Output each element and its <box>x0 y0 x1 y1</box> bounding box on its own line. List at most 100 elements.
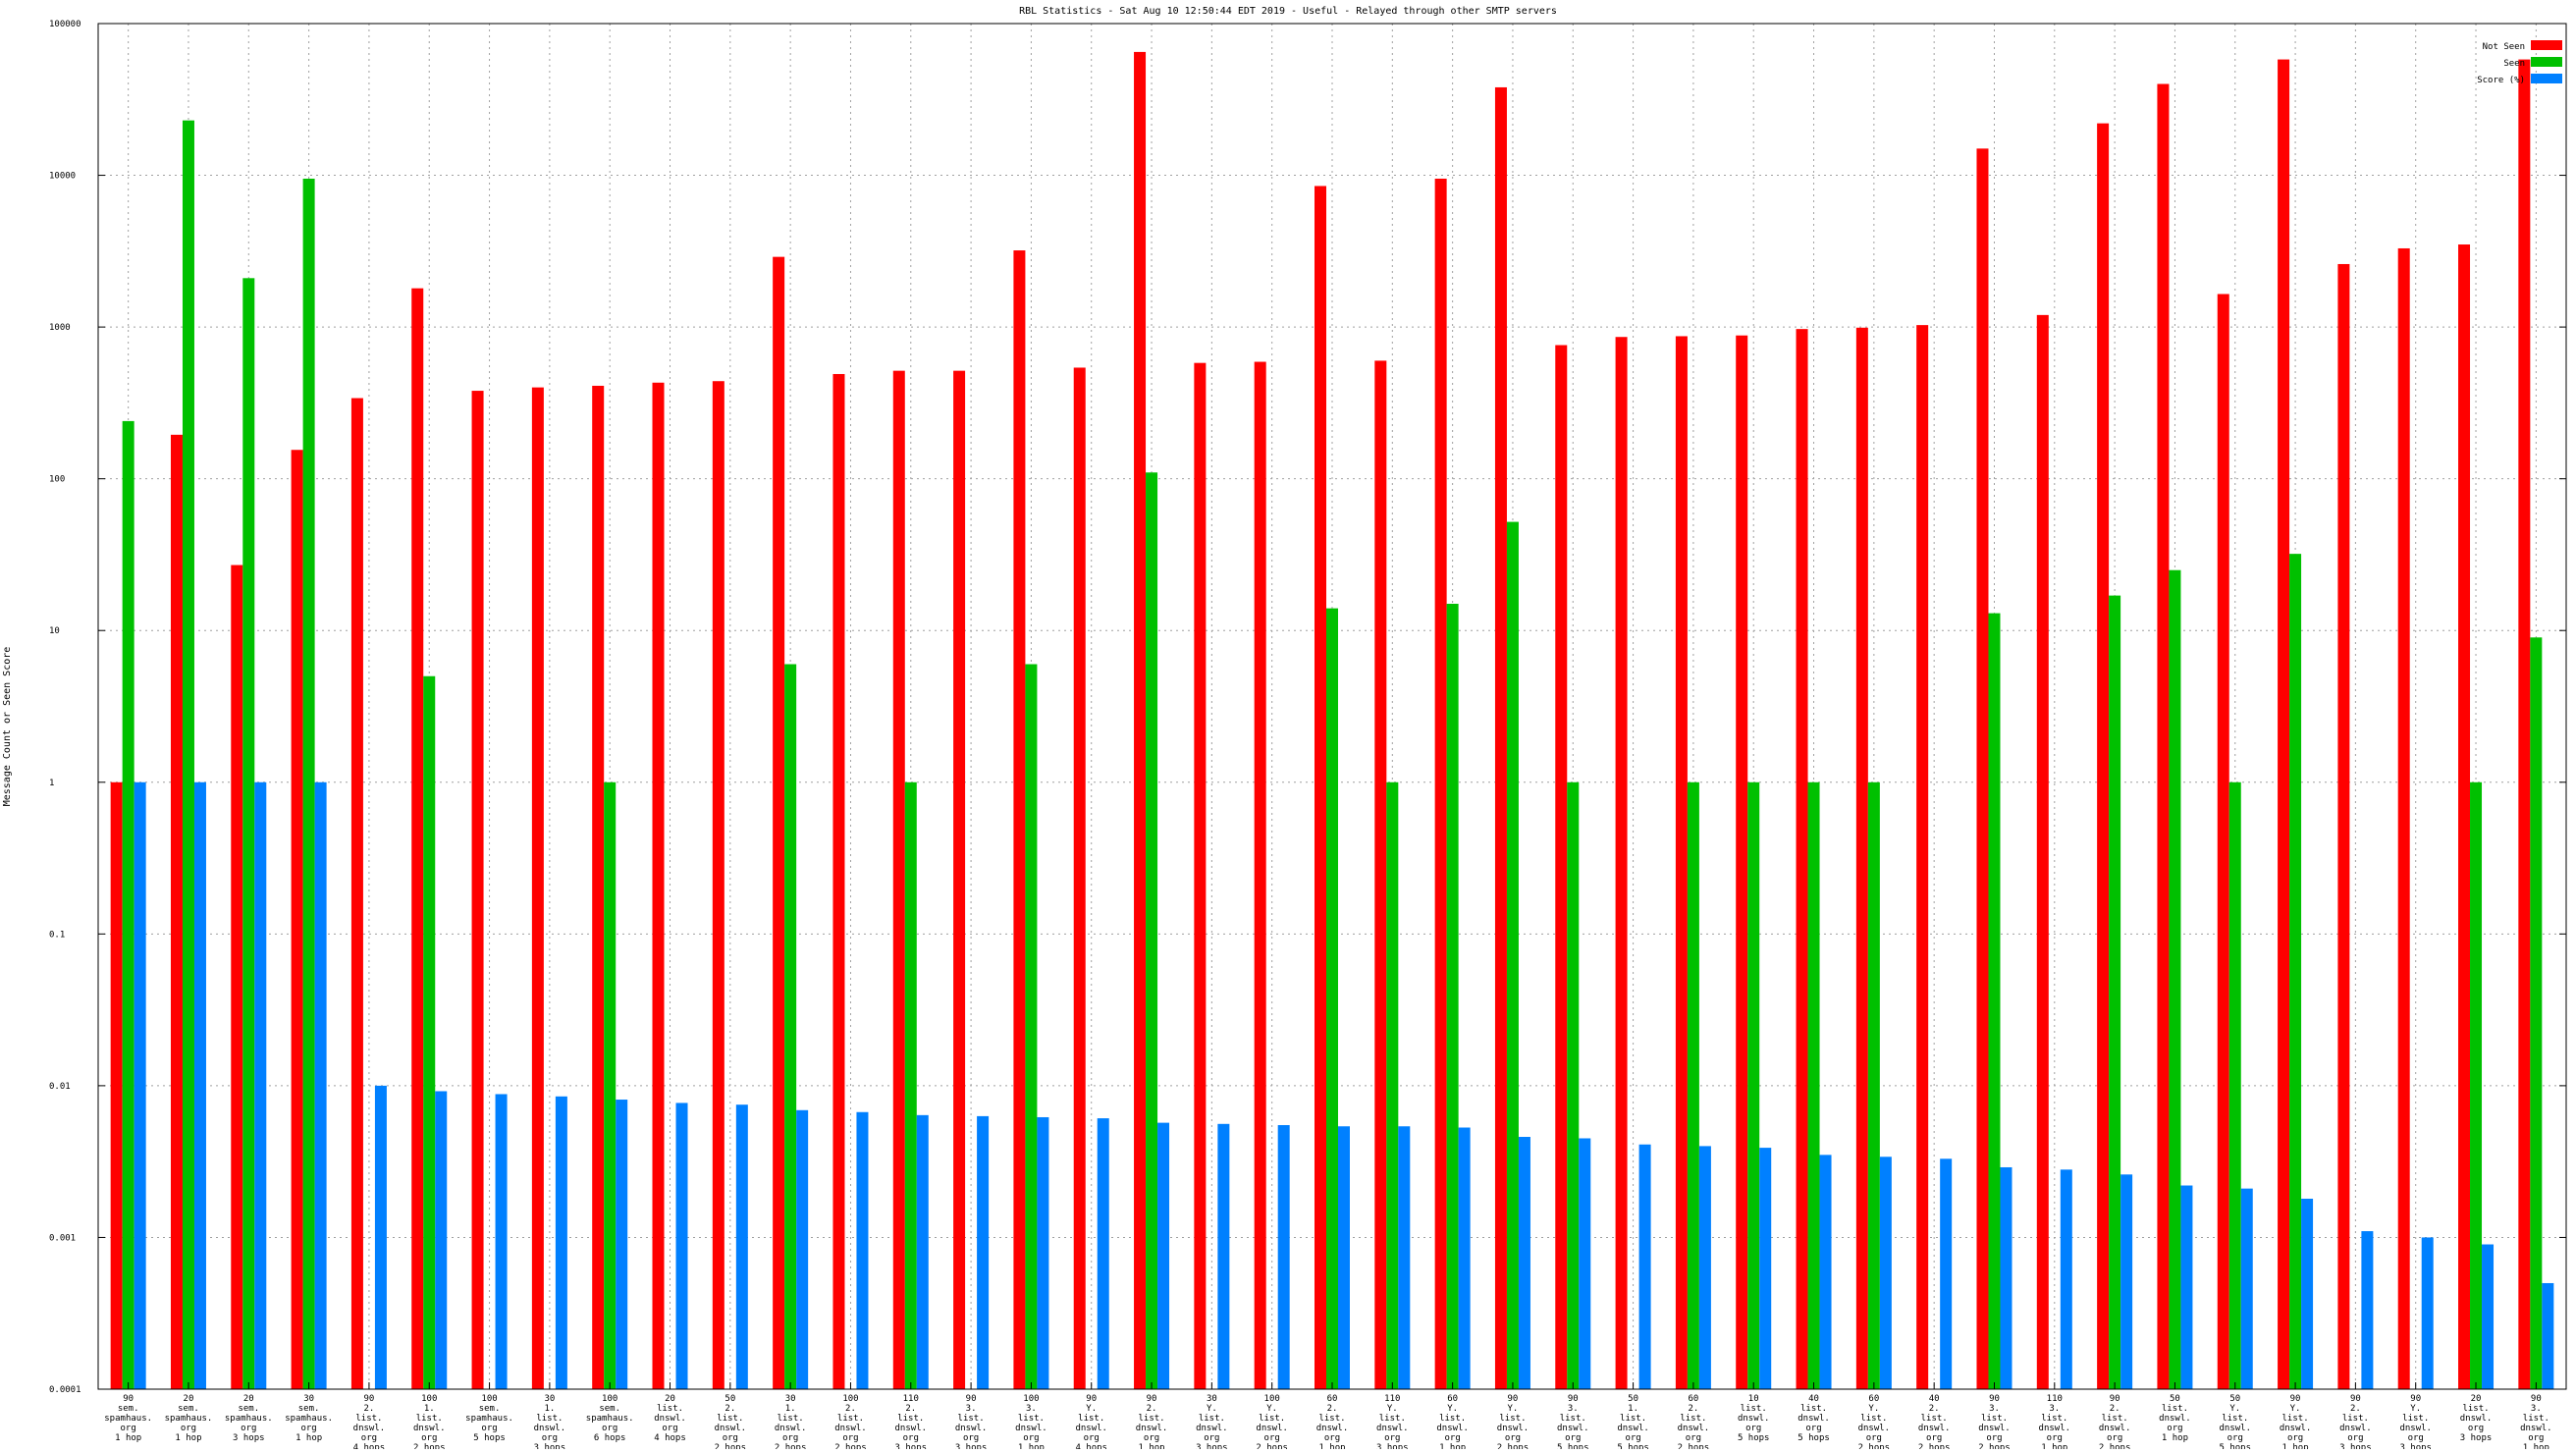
bar-score <box>555 1096 567 1389</box>
bar-not_seen <box>1013 250 1026 1390</box>
y-tick-label: 0.0001 <box>49 1385 81 1395</box>
legend-label-seen: Seen <box>2503 59 2525 69</box>
y-tick-label: 100000 <box>49 20 81 29</box>
bar-seen <box>2109 595 2121 1389</box>
bar-not_seen <box>1134 51 1147 1389</box>
bar-not_seen <box>170 434 183 1389</box>
bar-not_seen <box>2217 294 2229 1389</box>
bar-seen <box>604 781 617 1389</box>
y-tick-label: 100 <box>49 475 65 485</box>
x-tick-label: 100 3. list. dnswl. org 1 hop <box>1015 1394 1047 1449</box>
bar-score <box>1398 1126 1411 1389</box>
bar-not_seen <box>1194 362 1207 1390</box>
x-tick-label: 30 1. list. dnswl. org 3 hops <box>534 1394 566 1449</box>
x-tick-label: 100 sem. spamhaus. org 6 hops <box>586 1394 634 1443</box>
bar-not_seen <box>231 565 243 1389</box>
bar-not_seen <box>411 288 424 1389</box>
y-tick-label: 1 <box>49 779 54 788</box>
bar-not_seen <box>471 391 484 1390</box>
bar-score <box>1338 1126 1350 1389</box>
bar-score <box>2301 1198 2314 1389</box>
bar-not_seen <box>2097 123 2110 1390</box>
y-tick-label: 0.001 <box>49 1233 76 1243</box>
x-tick-label: 90 3. list. dnswl. org 1 hop <box>2520 1394 2552 1449</box>
bar-score <box>1759 1148 1772 1389</box>
bar-seen <box>122 420 134 1389</box>
bar-seen <box>182 120 194 1389</box>
x-tick-label: 60 2. list. dnswl. org 2 hops <box>1678 1394 1710 1449</box>
bar-not_seen <box>1494 86 1507 1389</box>
x-tick-label: 30 1. list. dnswl. org 2 hops <box>775 1394 807 1449</box>
x-tick-label: 90 Y. list. dnswl. org 3 hops <box>2399 1394 2432 1449</box>
y-tick-label: 10 <box>49 626 60 636</box>
bar-not_seen <box>1855 327 1868 1390</box>
bar-score <box>1579 1138 1591 1389</box>
bar-score <box>977 1115 990 1389</box>
x-tick-label: 20 list. dnswl. org 4 hops <box>654 1394 686 1443</box>
x-tick-label: 90 2. list. dnswl. org 4 hops <box>353 1394 386 1449</box>
bar-score <box>1217 1123 1230 1389</box>
bar-seen <box>302 178 315 1389</box>
x-tick-label: 30 sem. spamhaus. org 1 hop <box>285 1394 333 1443</box>
bar-not_seen <box>1374 360 1387 1390</box>
chart-title: RBL Statistics - Sat Aug 10 12:50:44 EDT… <box>1019 6 1557 17</box>
x-tick-label: 100 sem. spamhaus. org 5 hops <box>465 1394 513 1443</box>
bar-score <box>134 781 146 1389</box>
bar-score <box>2000 1166 2012 1389</box>
bar-not_seen <box>832 373 845 1389</box>
x-tick-label: 40 list. dnswl. org 5 hops <box>1798 1394 1830 1443</box>
bar-not_seen <box>2397 247 2410 1389</box>
bar-score <box>735 1104 748 1389</box>
bar-score <box>2180 1185 2193 1389</box>
bar-seen <box>2530 637 2543 1389</box>
bar-not_seen <box>2278 59 2290 1390</box>
bar-not_seen <box>291 450 303 1389</box>
bar-score <box>193 781 206 1389</box>
plot-frame <box>97 23 2567 1390</box>
legend: Not Seen Seen Score (%) <box>2477 40 2562 85</box>
bar-not_seen <box>953 370 966 1390</box>
bar-seen <box>1867 781 1880 1389</box>
bar-not_seen <box>2518 59 2531 1390</box>
y-tick-label: 1000 <box>49 323 71 333</box>
bar-not_seen <box>1434 178 1447 1389</box>
bar-seen <box>904 781 917 1389</box>
bar-score <box>1638 1144 1651 1389</box>
bar-not_seen <box>2337 263 2350 1390</box>
bar-score <box>374 1085 387 1389</box>
x-tick-label: 20 sem. spamhaus. org 1 hop <box>165 1394 213 1443</box>
bar-seen <box>1687 781 1699 1389</box>
x-tick-label: 10 list. dnswl. org 5 hops <box>1738 1394 1770 1443</box>
legend-swatch-score <box>2531 74 2562 83</box>
bar-seen <box>1146 472 1158 1390</box>
bar-score <box>2361 1231 2374 1389</box>
bar-seen <box>1025 664 1038 1389</box>
legend-label-not_seen: Not Seen <box>2483 42 2525 52</box>
bar-score <box>1518 1137 1530 1389</box>
x-tick-label: 60 2. list. dnswl. org 1 hop <box>1316 1394 1349 1449</box>
bar-seen <box>1506 521 1519 1389</box>
x-tick-label: 20 list. dnswl. org 3 hops <box>2460 1394 2493 1443</box>
x-tick-label: 110 3. list. dnswl. org 1 hop <box>2039 1394 2071 1449</box>
bar-not_seen <box>1916 325 1929 1389</box>
x-tick-label: 40 2. list. dnswl. org 2 hops <box>1918 1394 1951 1449</box>
x-tick-label: 90 3. list. dnswl. org 3 hops <box>955 1394 988 1449</box>
y-tick-label: 0.01 <box>49 1082 71 1092</box>
bar-score <box>1458 1127 1471 1389</box>
x-tick-label: 90 Y. list. dnswl. org 1 hop <box>2280 1394 2312 1449</box>
bar-not_seen <box>531 387 544 1389</box>
bar-score <box>2120 1174 2133 1389</box>
bar-score <box>616 1100 628 1389</box>
bar-seen <box>1567 781 1580 1389</box>
bars-layer <box>110 51 2554 1390</box>
bar-not_seen <box>1675 336 1688 1389</box>
legend-swatch-seen <box>2531 57 2562 67</box>
y-tick-label: 0.1 <box>49 930 65 940</box>
bar-seen <box>1446 604 1459 1389</box>
bar-seen <box>1747 781 1760 1389</box>
bar-score <box>2060 1169 2072 1389</box>
x-tick-label: 110 Y. list. dnswl. org 3 hops <box>1376 1394 1409 1449</box>
bar-not_seen <box>592 385 605 1389</box>
x-tick-label: 90 3. list. dnswl. org 5 hops <box>1557 1394 1589 1449</box>
